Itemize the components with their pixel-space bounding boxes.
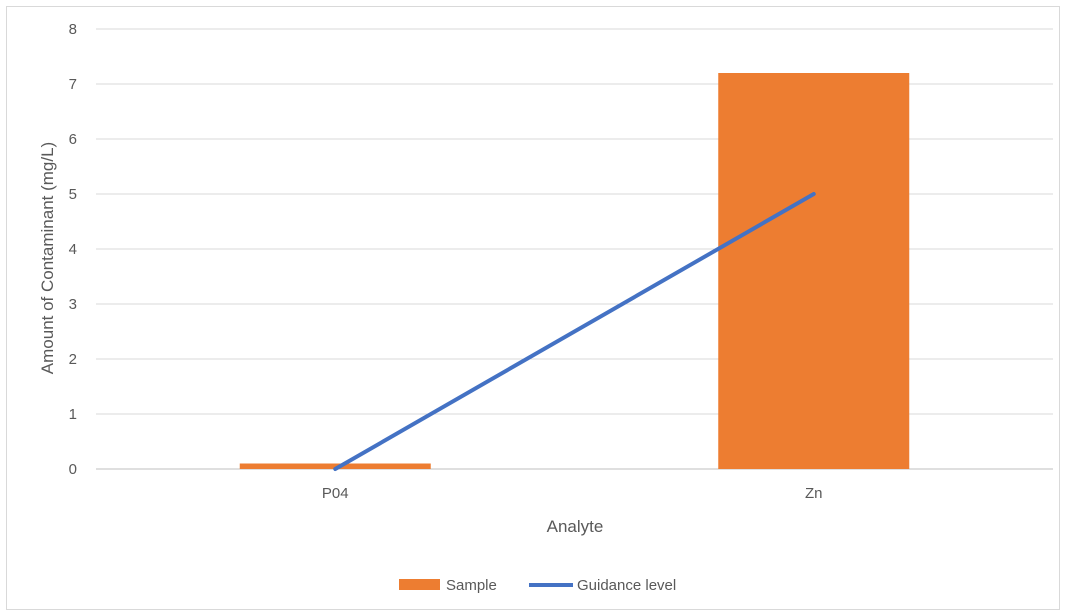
legend-swatch-sample — [399, 579, 440, 590]
legend-label-sample: Sample — [446, 577, 497, 594]
y-tick-label: 0 — [69, 461, 77, 478]
legend-label-guidance-level: Guidance level — [577, 577, 676, 594]
x-tick-labels: P04 Zn — [322, 485, 823, 502]
y-tick-label: 8 — [69, 21, 77, 38]
y-tick-label: 4 — [69, 241, 77, 258]
y-tick-label: 7 — [69, 76, 77, 93]
y-tick-label: 1 — [69, 406, 77, 423]
x-axis-title: Analyte — [547, 517, 604, 536]
x-tick-label: Zn — [805, 485, 823, 502]
bar-zn — [718, 73, 910, 469]
line-guidance-level — [333, 192, 816, 471]
legend: Sample Guidance level — [399, 577, 676, 594]
x-tick-label: P04 — [322, 485, 349, 502]
y-tick-label: 5 — [69, 186, 77, 203]
y-tick-labels: 0 1 2 3 4 5 6 7 8 — [69, 21, 77, 478]
gridlines — [96, 28, 1053, 470]
y-tick-label: 2 — [69, 351, 77, 368]
y-tick-label: 6 — [69, 131, 77, 148]
bar-p04 — [239, 463, 431, 469]
y-tick-label: 3 — [69, 296, 77, 313]
y-axis-title: Amount of Contaminant (mg/L) — [38, 142, 57, 374]
bar-series — [239, 73, 910, 469]
line-series — [333, 192, 816, 471]
